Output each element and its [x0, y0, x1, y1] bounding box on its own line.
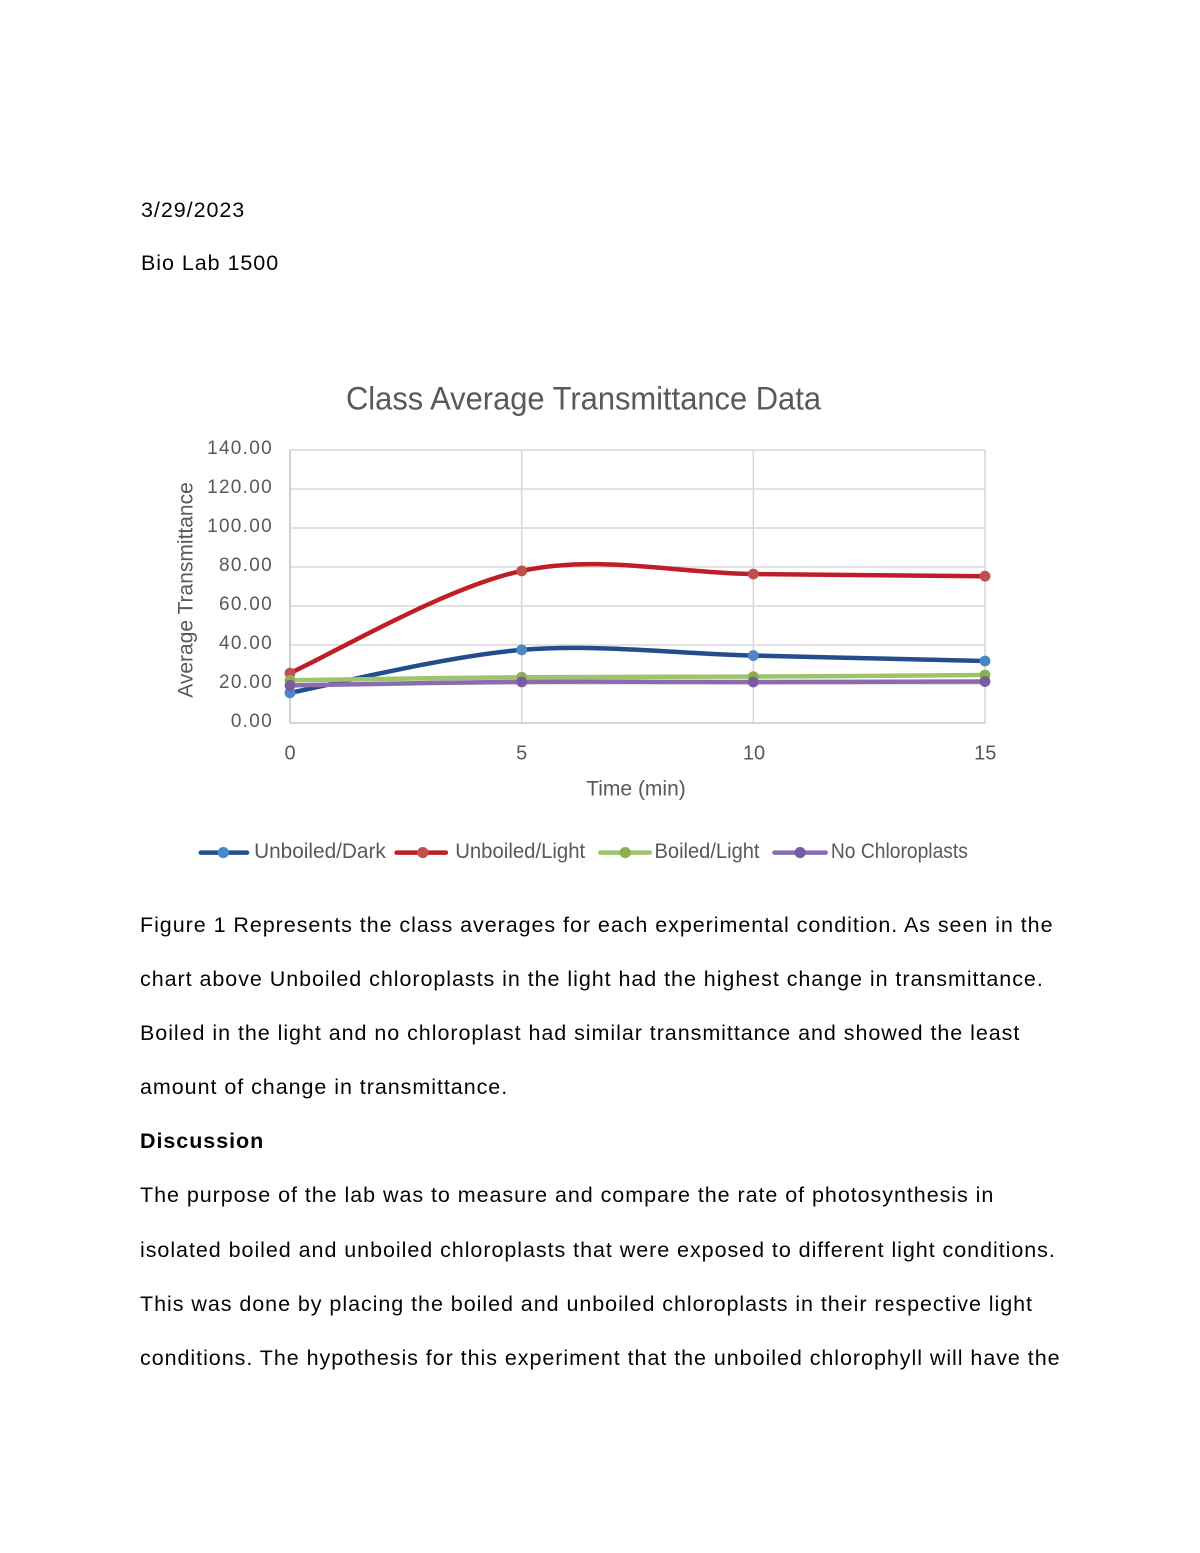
svg-text:5: 5: [516, 743, 527, 765]
svg-text:120.00: 120.00: [207, 477, 273, 498]
svg-text:10: 10: [743, 743, 765, 765]
svg-text:Class Average Transmittance Da: Class Average Transmittance Data: [346, 381, 821, 417]
svg-text:0.00: 0.00: [231, 711, 273, 732]
svg-text:Time (min): Time (min): [586, 778, 686, 801]
svg-text:40.00: 40.00: [219, 633, 273, 654]
svg-text:Average Transmittance: Average Transmittance: [175, 482, 198, 698]
svg-text:No Chloroplasts: No Chloroplasts: [831, 840, 968, 863]
svg-text:Boiled/Light: Boiled/Light: [655, 840, 760, 863]
svg-text:Unboiled/Light: Unboiled/Light: [455, 840, 585, 863]
svg-text:80.00: 80.00: [219, 555, 273, 576]
svg-text:15: 15: [974, 743, 996, 765]
svg-text:20.00: 20.00: [219, 672, 273, 693]
svg-text:0: 0: [284, 743, 295, 765]
svg-text:140.00: 140.00: [207, 438, 273, 459]
svg-text:60.00: 60.00: [219, 594, 273, 615]
svg-text:100.00: 100.00: [207, 516, 273, 537]
svg-text:Unboiled/Dark: Unboiled/Dark: [254, 840, 386, 863]
